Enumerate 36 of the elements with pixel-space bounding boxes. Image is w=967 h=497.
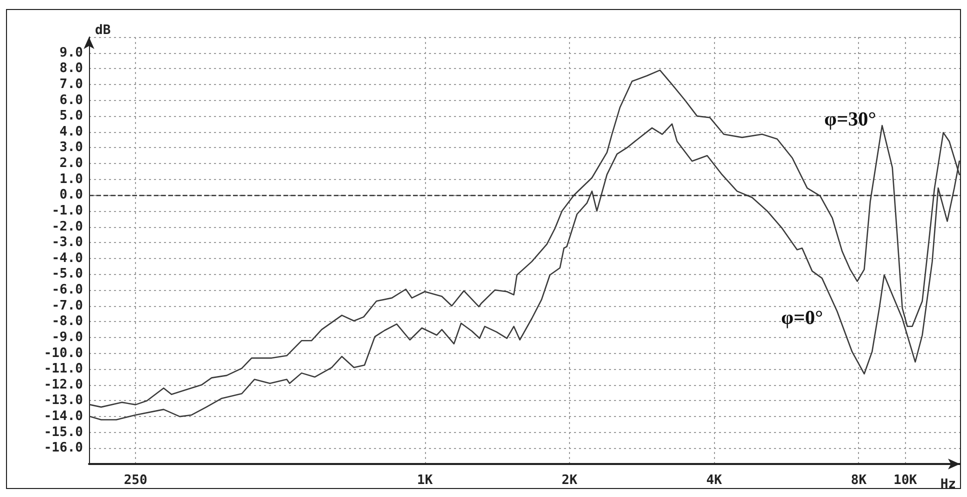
y-tick-label: -9.0: [52, 330, 84, 345]
y-tick-label: -14.0: [44, 409, 84, 424]
x-tick-label: 1K: [416, 473, 433, 488]
x-tick-label: 10K: [894, 473, 918, 488]
y-tick-label: 1.0: [60, 172, 84, 187]
y-tick-label: 6.0: [60, 92, 84, 108]
y-tick-label: -8.0: [52, 314, 84, 330]
y-tick-label: -13.0: [44, 393, 84, 408]
x-tick-label: 250: [124, 473, 148, 488]
y-tick-label: -1.0: [52, 203, 84, 218]
y-tick-label: 3.0: [60, 140, 84, 156]
y-tick-label: 9.0: [60, 45, 84, 60]
x-tick-label: 2K: [562, 473, 578, 488]
y-tick-label: 8.0: [60, 61, 84, 76]
series-label: φ=0°: [781, 307, 824, 330]
y-tick-label: -7.0: [52, 298, 84, 314]
y-tick-label: -6.0: [52, 282, 84, 298]
y-tick-label: 0.0: [60, 188, 84, 203]
y-tick-label: -2.0: [52, 219, 84, 234]
y-tick-label: -4.0: [52, 250, 84, 266]
x-tick-label: 4K: [706, 473, 722, 488]
y-tick-label: -5.0: [52, 266, 84, 282]
y-tick-label: -16.0: [44, 440, 84, 456]
y-tick-label: -15.0: [44, 424, 84, 440]
y-tick-label: 5.0: [60, 108, 84, 124]
y-tick-label: -3.0: [52, 235, 84, 250]
y-tick-label: 7.0: [60, 76, 84, 92]
y-tick-label: 2.0: [60, 156, 84, 172]
y-axis-title: dB: [95, 23, 111, 38]
y-tick-label: -10.0: [44, 346, 84, 361]
y-tick-label: 4.0: [60, 124, 84, 140]
y-tick-label: -12.0: [44, 377, 84, 392]
y-tick-label: -11.0: [44, 362, 84, 377]
series-label: φ=30°: [824, 108, 876, 130]
x-axis-title: Hz: [940, 477, 956, 492]
x-tick-label: 8K: [850, 473, 867, 488]
